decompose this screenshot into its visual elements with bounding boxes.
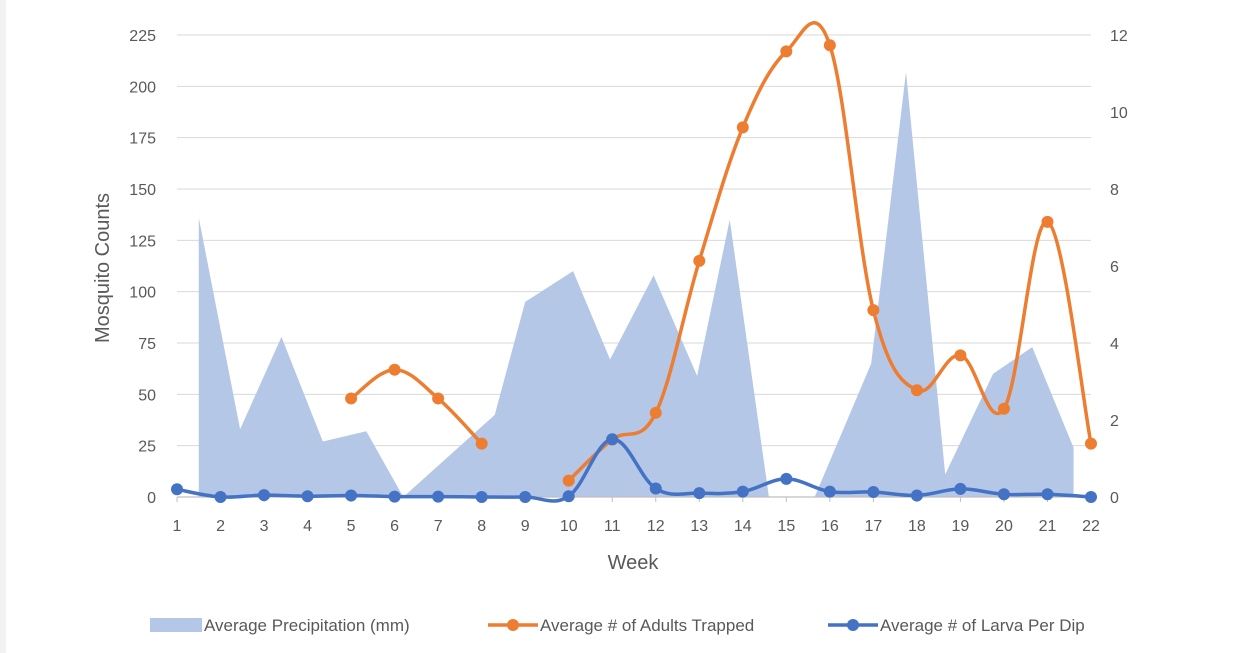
adults-point xyxy=(562,474,575,487)
larva-point xyxy=(258,489,271,502)
y-right-tick-label: 0 xyxy=(1110,490,1119,507)
x-tick-label: 5 xyxy=(347,518,356,535)
adults-point xyxy=(780,45,793,58)
larva-point xyxy=(693,487,706,500)
y-left-tick-label: 200 xyxy=(129,79,156,96)
larva-point xyxy=(1041,488,1054,501)
x-tick-label: 12 xyxy=(647,518,665,535)
adults-point xyxy=(693,254,706,267)
adults-point xyxy=(954,349,967,362)
larva-point xyxy=(823,485,836,498)
x-tick-label: 9 xyxy=(521,518,530,535)
larva-point xyxy=(475,491,488,503)
left-border-strip xyxy=(0,0,6,653)
x-tick-label: 6 xyxy=(390,518,399,535)
larva-point xyxy=(345,489,358,502)
x-tick-label: 20 xyxy=(995,518,1013,535)
x-tick-label: 18 xyxy=(908,518,926,535)
adults-point xyxy=(388,363,401,376)
series-adults-line xyxy=(349,367,484,446)
line-series-layer xyxy=(171,21,1097,503)
x-axis-title: Week xyxy=(608,552,660,574)
x-tick-label: 11 xyxy=(604,518,621,535)
legend-label-adults: Average # of Adults Trapped xyxy=(540,616,754,635)
legend-label-larva: Average # of Larva Per Dip xyxy=(880,616,1085,635)
y-axis-title: Mosquito Counts xyxy=(92,193,114,343)
larva-point xyxy=(432,490,445,503)
adults-point xyxy=(997,402,1010,415)
adults-point xyxy=(867,304,880,317)
precipitation-area-layer xyxy=(198,71,1074,498)
adults-point xyxy=(823,39,836,52)
y-left-tick-label: 175 xyxy=(129,131,156,148)
y-left-tick-label: 25 xyxy=(138,439,156,456)
precipitation-area xyxy=(198,71,1074,498)
larva-point xyxy=(388,490,401,503)
legend-label-precipitation: Average Precipitation (mm) xyxy=(204,616,410,635)
x-tick-label: 15 xyxy=(777,518,795,535)
larva-point xyxy=(562,490,575,503)
x-tick-label: 19 xyxy=(952,518,970,535)
larva-point xyxy=(301,490,314,503)
x-tick-label: 8 xyxy=(477,518,486,535)
y-right-tick-label: 6 xyxy=(1110,259,1119,276)
x-tick-label: 7 xyxy=(434,518,443,535)
y-left-tick-label: 0 xyxy=(147,490,156,507)
larva-point xyxy=(1085,491,1097,503)
series-adults-line xyxy=(566,21,1093,483)
y-left-tick-label: 75 xyxy=(138,336,156,353)
x-tick-label: 1 xyxy=(173,518,182,535)
x-tick-label: 4 xyxy=(303,518,312,535)
y-right-tick-label: 4 xyxy=(1110,336,1119,353)
adults-point xyxy=(649,406,662,419)
adults-point xyxy=(1085,437,1097,450)
adults-point xyxy=(345,392,358,405)
y-right-tick-label: 8 xyxy=(1110,182,1119,199)
larva-point xyxy=(954,482,967,495)
legend: Average Precipitation (mm) Average # of … xyxy=(150,616,1085,635)
larva-point xyxy=(606,433,619,446)
adults-point xyxy=(1041,215,1054,228)
larva-point xyxy=(171,483,183,496)
x-tick-label: 2 xyxy=(216,518,225,535)
larva-point xyxy=(997,488,1010,501)
adults-point xyxy=(432,392,445,405)
y-left-tick-label: 100 xyxy=(129,285,156,302)
larva-point xyxy=(736,485,749,498)
x-tick-label: 22 xyxy=(1082,518,1100,535)
larva-point xyxy=(780,472,793,485)
x-tick-label: 3 xyxy=(260,518,269,535)
y-left-tick-label: 125 xyxy=(129,233,156,250)
y-left-tick-label: 150 xyxy=(129,182,156,199)
larva-point xyxy=(214,491,227,503)
x-tick-label: 10 xyxy=(560,518,578,535)
series-larva-line xyxy=(175,437,1093,503)
y-right-tick-label: 10 xyxy=(1110,105,1128,122)
legend-marker-adults xyxy=(507,619,519,631)
x-tick-label: 17 xyxy=(864,518,882,535)
larva-point xyxy=(867,485,880,498)
x-tick-label: 13 xyxy=(690,518,708,535)
adults-point xyxy=(475,437,488,450)
x-tick-label: 21 xyxy=(1039,518,1057,535)
x-tick-label: 16 xyxy=(821,518,839,535)
x-tick-label: 14 xyxy=(734,518,752,535)
larva-point xyxy=(649,482,662,495)
adults-point xyxy=(736,121,749,134)
larva-point xyxy=(519,491,532,503)
y-left-tick-label: 225 xyxy=(129,28,156,45)
y-right-tick-label: 12 xyxy=(1110,28,1128,45)
y-left-tick-label: 50 xyxy=(138,387,156,404)
larva-point xyxy=(910,489,923,502)
legend-marker-larva xyxy=(847,619,859,631)
adults-point xyxy=(910,384,923,397)
legend-swatch-precipitation xyxy=(150,618,202,632)
y-right-tick-label: 2 xyxy=(1110,413,1119,430)
